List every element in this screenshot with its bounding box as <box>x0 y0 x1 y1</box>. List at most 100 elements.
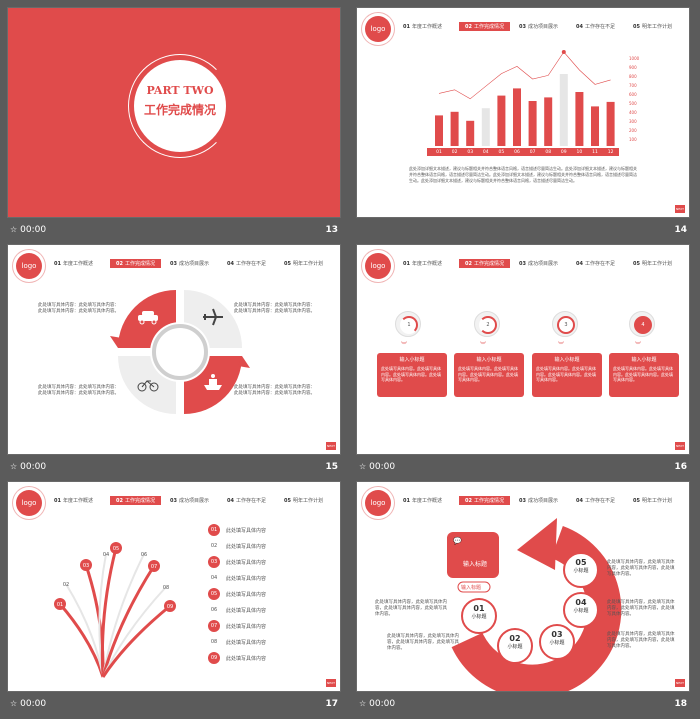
list-number: 03 <box>208 556 220 568</box>
fan-node <box>164 600 176 612</box>
side-text-3: 此处填写具体内容，此处填写具体内容，此处填写具体内容，此处填写具体内容。 <box>607 632 675 649</box>
slide-16[interactable]: logo 01 年度工作概述 02 工作完成情况 03 成功项目展示 04 工作存在不足… <box>357 245 689 454</box>
fan-node <box>148 560 160 572</box>
next-mark[interactable]: NEXT <box>326 442 336 450</box>
slide-15[interactable]: logo 01 年度工作概述 02 工作完成情况 03 成功项目展示 04 工作存在不足… <box>8 245 340 454</box>
next-mark[interactable]: NEXT <box>675 205 685 213</box>
fan-label: 05 <box>113 546 119 552</box>
text-block-3: 此处填写具体内容：此处填写具体内容：此处填写具体内容：此处填写具体内容。 <box>38 385 119 396</box>
chevron-down-icon: ︾ <box>480 342 487 349</box>
next-mark[interactable]: NEXT <box>675 679 685 687</box>
nav-item-2[interactable]: 02 工作完成情况 <box>459 22 510 31</box>
circle-01[interactable]: 01 小标题 <box>461 598 497 634</box>
footer-14: 14 <box>357 221 689 241</box>
footer-18: ☆ 00:00 18 <box>359 699 687 709</box>
main-label: 输入标题 <box>463 561 488 568</box>
fan-label: 01 <box>57 602 63 608</box>
list-item: 09 此处填写具体内容 <box>208 650 333 666</box>
chevron-down-icon: ︾ <box>401 342 408 349</box>
footer-13: ☆ 00:00 13 <box>8 221 340 241</box>
sub-label: 输入标题 <box>461 585 482 591</box>
footer-time: 00:00 <box>20 225 47 235</box>
circle-05[interactable]: 05 小标题 <box>563 552 599 588</box>
next-mark[interactable]: NEXT <box>326 679 336 687</box>
chevron-down-icon: ︾ <box>558 342 565 349</box>
list-text: 此处填写具体内容 <box>226 639 267 646</box>
list-text: 此处填写具体内容 <box>226 607 267 614</box>
chat-icon: 💬 <box>453 537 462 545</box>
list-item: 01 此处填写具体内容 <box>208 522 333 538</box>
list-item: 04 此处填写具体内容 <box>208 570 333 586</box>
side-text-4: 此处填写具体内容，此处填写具体内容，此处填写具体内容，此处填写具体内容。 <box>375 600 447 617</box>
title-circle-ring <box>128 54 232 158</box>
nav-item-1[interactable]: 01 年度工作概述 <box>403 24 442 30</box>
x-tick-label: 05 <box>499 149 505 155</box>
list-text: 此处填写具体内容 <box>226 575 267 582</box>
side-text-2: 此处填写具体内容，此处填写具体内容，此处填写具体内容，此处填写具体内容。 <box>607 600 675 617</box>
nav-bar: 01 年度工作概述 02 工作完成情况 03 成功项目展示 04 工作存在不足 05 明年… <box>403 259 672 268</box>
list-text: 此处填写具体内容 <box>226 591 267 598</box>
body-text: 此处添加详细文本描述，建议与标题相关并符合整体语言风格，语言描述尽量简洁生动。此… <box>409 166 637 183</box>
nav-bar: 01 年度工作概述 02 工作完成情况 03 成功项目展示 04 工作存在不足 05 明年… <box>54 496 323 505</box>
x-tick-label: 06 <box>514 149 520 155</box>
bar-06 <box>513 88 521 146</box>
slide-number: 13 <box>325 225 338 235</box>
fan-label: 06 <box>141 552 147 558</box>
nav-item-5[interactable]: 05 明年工作计划 <box>633 24 672 30</box>
list-number: 08 <box>208 636 220 648</box>
list-number: 09 <box>208 652 220 664</box>
bar-12 <box>606 101 615 146</box>
list-text: 此处填写具体内容 <box>226 527 267 534</box>
fan-node <box>54 598 66 610</box>
slide-number: 14 <box>674 225 687 235</box>
text-block-1: 此处填写具体内容：此处填写具体内容：此处填写具体内容：此处填写具体内容。 <box>38 303 119 314</box>
y-tick-label: 300 <box>629 119 637 124</box>
x-tick-label: 12 <box>608 149 614 155</box>
bar-07 <box>528 101 537 146</box>
list-text: 此处填写具体内容 <box>226 655 267 662</box>
y-tick-label: 500 <box>629 101 637 106</box>
slide-13[interactable]: PART TWO 工作完成情况 <box>8 8 340 217</box>
section-title: 工作完成情况 <box>143 103 216 117</box>
bar-04 <box>481 108 490 146</box>
circle-03[interactable]: 03 小标题 <box>539 624 575 660</box>
footer-16: ☆ 00:00 16 <box>359 462 687 472</box>
y-tick-label: 400 <box>629 110 637 115</box>
circle-04[interactable]: 04 小标题 <box>563 592 599 628</box>
bar-10 <box>575 92 584 146</box>
logo: logo <box>16 253 42 279</box>
slide-17[interactable]: logo 01 年度工作概述 02 工作完成情况 03 成功项目展示 04 工作存在不足… <box>8 482 340 691</box>
bar-08 <box>544 97 553 146</box>
y-tick-label: 200 <box>629 128 637 133</box>
nav-bar: 01 年度工作概述 02 工作完成情况 03 成功项目展示 04 工作存在不足 05 明年… <box>54 259 323 268</box>
circle-02[interactable]: 02 小标题 <box>497 628 533 664</box>
nav-bar: 01 年度工作概述 02 工作完成情况 03 成功项目展示 04 工作存在不足 05 明年… <box>401 22 687 34</box>
footer-15: ☆ 00:00 15 <box>10 462 338 472</box>
numbered-list: 01 此处填写具体内容 02 此处填写具体内容 03 此处填写具体内容 04 此处填写具体内容… <box>208 522 333 666</box>
list-text: 此处填写具体内容 <box>226 543 267 550</box>
next-mark[interactable]: NEXT <box>675 442 685 450</box>
fan-node <box>80 559 92 571</box>
list-text: 此处填写具体内容 <box>226 623 267 630</box>
list-number: 02 <box>208 540 220 552</box>
fan-label: 09 <box>167 604 173 610</box>
bar-03 <box>466 120 475 146</box>
fan-node <box>110 542 122 554</box>
slide-14[interactable]: logo 01 年度工作概述 02 工作完成情况 03 成功项目展示 04 工作存在不足… <box>357 8 689 217</box>
fan-label: 03 <box>83 563 89 569</box>
nav-bar: 01 年度工作概述 02 工作完成情况 03 成功项目展示 04 工作存在不足 05 明年… <box>403 496 672 505</box>
x-tick-label: 04 <box>483 149 489 155</box>
list-item: 08 此处填写具体内容 <box>208 634 333 650</box>
side-text-1: 此处填写具体内容，此处填写具体内容，此处填写具体内容，此处填写具体内容。 <box>607 560 675 577</box>
x-tick-label: 09 <box>561 149 567 155</box>
y-tick-label: 600 <box>629 92 637 97</box>
nav-item-3[interactable]: 03 成功项目展示 <box>519 24 558 30</box>
nav-item-4[interactable]: 04 工作存在不足 <box>576 24 615 30</box>
list-item: 02 此处填写具体内容 <box>208 538 333 554</box>
slide-18[interactable]: logo 01 年度工作概述 02 工作完成情况 03 成功项目展示 04 工作存在不足… <box>357 482 689 691</box>
bar-01 <box>435 115 443 146</box>
fan-arm <box>101 604 171 678</box>
y-tick-label: 1000 <box>629 56 640 61</box>
fan-arm <box>100 547 118 678</box>
side-text-5: 此处填写具体内容，此处填写具体内容，此处填写具体内容，此处填写具体内容。 <box>387 634 459 651</box>
